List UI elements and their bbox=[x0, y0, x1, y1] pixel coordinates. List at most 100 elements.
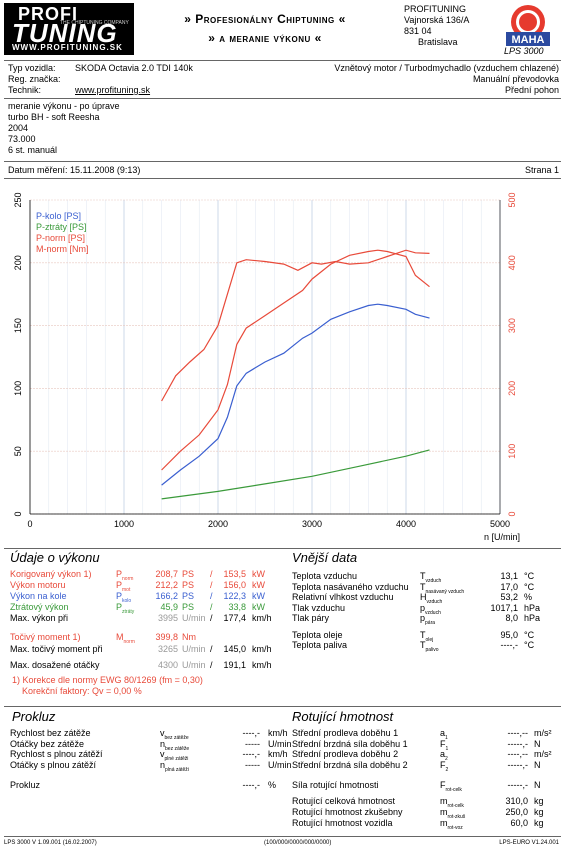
external-unit: hPa bbox=[524, 602, 541, 613]
prokluz-symbol: vplné zátěži bbox=[160, 749, 188, 762]
divider bbox=[4, 706, 561, 707]
external-symbol: pvzduch bbox=[420, 603, 441, 616]
legend-entry: M-norm [Nm] bbox=[36, 244, 89, 254]
perf-value-2: 33,8 bbox=[228, 602, 246, 612]
y-tick-label-left: 200 bbox=[13, 255, 23, 270]
perf-value-2: 177,4 bbox=[223, 613, 246, 623]
symbol-text: T bbox=[420, 629, 426, 640]
divider bbox=[4, 161, 561, 162]
external-label: Teplota vzduchu bbox=[292, 571, 358, 581]
page-number: Strana 1 bbox=[524, 165, 559, 175]
rotating-symbol: F2 bbox=[440, 760, 448, 773]
perf-separator: / bbox=[210, 591, 213, 601]
logo-profi-text: PROFI bbox=[18, 4, 79, 24]
external-value: 13,1 bbox=[500, 571, 518, 581]
symbol-subscript: vzduch bbox=[425, 577, 442, 584]
vehicle-type-label: Typ vozidla: bbox=[8, 63, 56, 73]
header-title-line1: » Profesionálny Chiptuning « bbox=[184, 12, 346, 26]
perf-separator: / bbox=[210, 569, 213, 579]
divider bbox=[4, 60, 561, 61]
symbol-subscript: 1 bbox=[445, 734, 448, 741]
reg-label: Reg. značka: bbox=[8, 74, 61, 84]
perf-value-1: 166,2 bbox=[155, 591, 178, 601]
symbol-text: H bbox=[420, 592, 427, 602]
external-value: ----,- bbox=[500, 640, 519, 650]
external-label: Teplota nasávaného vzduchu bbox=[292, 581, 409, 592]
symbol-text: T bbox=[420, 571, 426, 581]
symbol-text: p bbox=[420, 613, 426, 623]
mass-label: Rotující hmotnost vozidla bbox=[292, 818, 393, 828]
rotating-unit: m/s² bbox=[534, 728, 552, 738]
mass-value: 310,0 bbox=[505, 796, 528, 806]
perf-value-2: 153,5 bbox=[223, 569, 246, 579]
mass-symbol: mrot-voz bbox=[440, 818, 463, 831]
device-name: LPS 3000 bbox=[504, 46, 544, 56]
symbol-text: n bbox=[160, 738, 166, 749]
measurement-date: Datum měření: 15.11.2008 (9:13) bbox=[8, 165, 140, 176]
prokluz-unit: U/min bbox=[268, 759, 292, 770]
symbol-text: T bbox=[420, 640, 426, 650]
external-symbol: Tolej bbox=[420, 630, 433, 643]
vehicle-values: SKODA Octavia 2.0 TDI 140k www.profituni… bbox=[75, 63, 193, 96]
series-line bbox=[161, 303, 430, 486]
gearbox-type: Manuální převodovka bbox=[472, 74, 559, 84]
external-symbol: Hvzduch bbox=[420, 592, 442, 605]
prokluz-value: ----- bbox=[245, 738, 260, 749]
logo-url: WWW.PROFITUNING.SK bbox=[12, 43, 123, 52]
max-rpm-speed-unit: km/h bbox=[252, 660, 272, 670]
perf-unit-2: kW bbox=[252, 602, 265, 612]
symbol-text: P bbox=[116, 569, 123, 579]
y-tick-label-left: 0 bbox=[13, 511, 23, 516]
symbol-text: n bbox=[160, 759, 166, 770]
logo-tagline: THE CHIPTUNING COMPANY bbox=[60, 20, 129, 26]
symbol-subscript: bez zátěže bbox=[165, 745, 190, 752]
external-value: 17,0 bbox=[500, 581, 518, 592]
torque-label: Točivý moment 1) bbox=[10, 632, 81, 642]
perf-separator: / bbox=[210, 613, 213, 623]
y-tick-label-right: 100 bbox=[507, 444, 517, 459]
symbol-subscript: olej bbox=[425, 636, 434, 643]
symbol-text: m bbox=[440, 807, 448, 817]
prokluz-value: ----- bbox=[245, 759, 260, 770]
rotating-unit: N bbox=[534, 759, 541, 770]
external-value: 53,2 bbox=[500, 592, 518, 602]
prokluz-label: Otáčky s plnou zátěží bbox=[10, 759, 97, 770]
prokluz-label: Otáčky bez zátěže bbox=[10, 738, 85, 749]
perf-value-1: 3995 bbox=[157, 613, 178, 623]
y-tick-label-left: 50 bbox=[13, 446, 23, 456]
perf-value-2: 156,0 bbox=[223, 580, 246, 590]
prokluz-label: Rychlost s plnou zátěží bbox=[10, 749, 103, 759]
rotating-symbol: a1 bbox=[440, 728, 448, 741]
chart-grid bbox=[30, 199, 501, 515]
symbol-text: a bbox=[440, 749, 446, 759]
perf-separator: / bbox=[210, 580, 213, 590]
symbol-text: F bbox=[440, 759, 446, 770]
mass-unit: kg bbox=[534, 807, 544, 817]
rotating-label: Střední prodleva doběhu 2 bbox=[292, 749, 399, 759]
prokluz-symbol: nplná zátěži bbox=[160, 760, 189, 773]
note-line: 2004 bbox=[8, 123, 29, 133]
symbol-subscript: vzduch bbox=[426, 598, 443, 605]
prokluz-title: Prokluz bbox=[12, 709, 56, 724]
symbol-subscript: plná zátěži bbox=[165, 766, 189, 773]
y-tick-label-left: 150 bbox=[13, 318, 23, 333]
technician-link[interactable]: www.profituning.sk bbox=[75, 85, 151, 95]
perf-label: Ztrátový výkon bbox=[10, 602, 69, 612]
perf-label: Výkon motoru bbox=[10, 580, 66, 590]
slip-unit: % bbox=[268, 780, 277, 790]
rotating-symbol: F1 bbox=[440, 739, 448, 752]
symbol-subscript: rot-zkuš bbox=[447, 813, 466, 820]
prokluz-section: Rychlost bez zátěže vbez zátěže ----,- km/h… bbox=[10, 728, 292, 798]
symbol-subscript: ztráty bbox=[122, 608, 135, 615]
external-symbol: ppára bbox=[420, 613, 435, 626]
mass-unit: kg bbox=[534, 796, 544, 806]
technician-label: Technik: bbox=[8, 85, 42, 95]
prokluz-value: ----,- bbox=[242, 749, 261, 759]
perf-value-1: 208,7 bbox=[155, 569, 178, 579]
rotating-value: -----,- bbox=[507, 759, 528, 770]
maha-brand-text: MAHA bbox=[512, 34, 545, 46]
y-tick-label-right: 300 bbox=[507, 318, 517, 333]
y-tick-label-right: 400 bbox=[507, 255, 517, 270]
prokluz-symbol: vbez zátěže bbox=[160, 728, 189, 741]
x-axis-label: n [U/min] bbox=[484, 532, 520, 542]
